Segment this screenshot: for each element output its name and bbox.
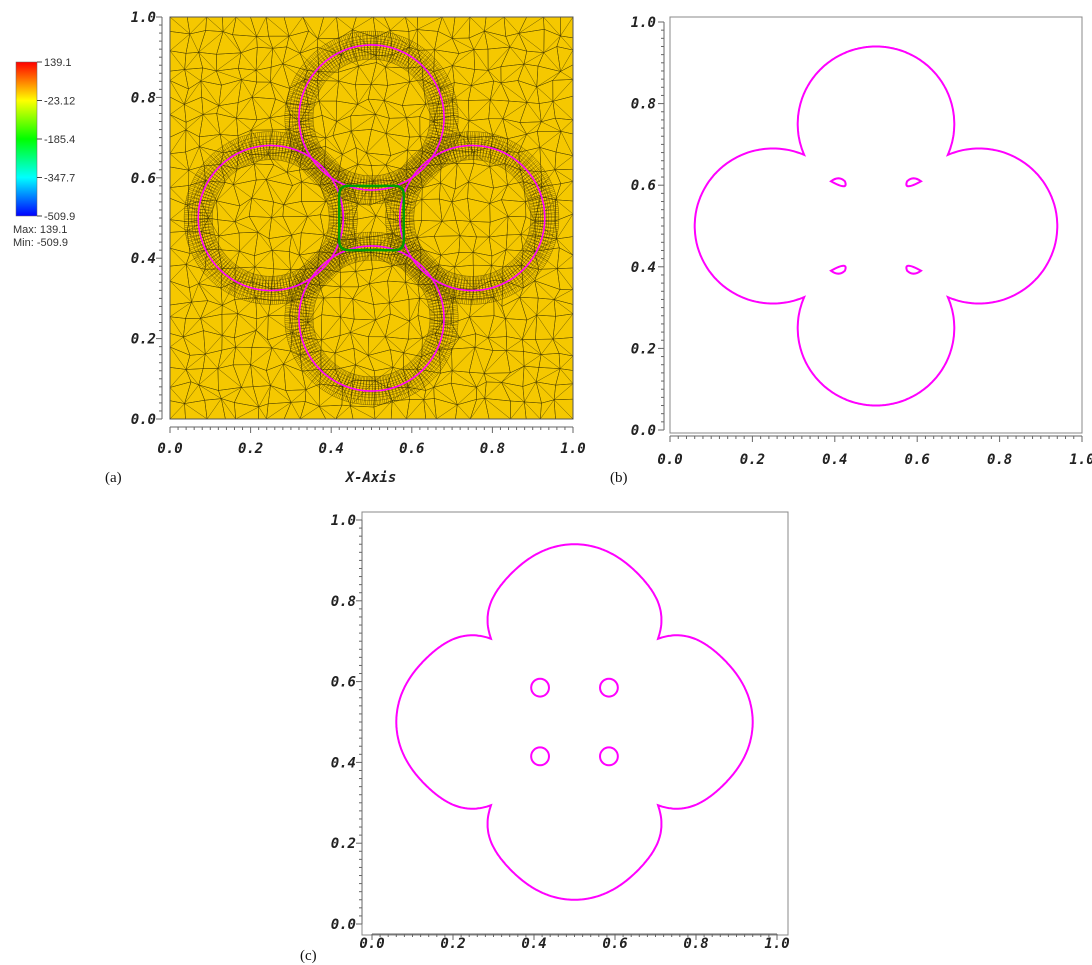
x-tick-label-a-5: 1.0 bbox=[560, 441, 585, 457]
y-tick-label-b-1: 0.2 bbox=[631, 341, 656, 357]
x-tick-label-c-3: 0.6 bbox=[602, 936, 627, 952]
colorbar-label-2: -185.4 bbox=[44, 134, 75, 146]
y-tick-label-c-3: 0.6 bbox=[331, 675, 356, 691]
inner-drop-b-0 bbox=[829, 177, 847, 188]
colorbar-label-0: 139.1 bbox=[44, 57, 72, 69]
y-tick-label-b-5: 1.0 bbox=[631, 15, 656, 31]
outer-contour-b bbox=[693, 45, 1059, 407]
y-tick-label-b-4: 0.8 bbox=[631, 97, 656, 113]
plot-frame-c bbox=[361, 511, 789, 936]
inner-circle-c-0 bbox=[530, 677, 550, 698]
center-region bbox=[338, 184, 405, 252]
x-tick-label-c-2: 0.4 bbox=[521, 936, 546, 952]
y-tick-label-c-4: 0.8 bbox=[331, 594, 356, 610]
interface-bands bbox=[197, 44, 546, 392]
y-tick-label-a-3: 0.6 bbox=[131, 171, 156, 187]
x-tick-label-b-2: 0.4 bbox=[822, 452, 847, 468]
y-tick-label-c-0: 0.0 bbox=[331, 917, 356, 933]
colorbar: 139.1 -23.12 -185.4 -347.7 -509.9 Max: 139.1… bbox=[13, 57, 75, 249]
x-tick-label-b-3: 0.6 bbox=[905, 452, 930, 468]
x-tick-label-b-4: 0.8 bbox=[987, 452, 1012, 468]
contour-plot-b bbox=[693, 45, 1059, 407]
inner-drop-b-3 bbox=[905, 264, 923, 275]
interface-contour-3 bbox=[197, 144, 345, 292]
panel-label-c: (c) bbox=[300, 948, 317, 964]
y-tick-label-a-1: 0.2 bbox=[131, 332, 156, 348]
inner-circle-c-3 bbox=[599, 746, 619, 767]
mesh-background bbox=[170, 17, 573, 419]
colorbar-label-3: -347.7 bbox=[44, 173, 75, 185]
y-tick-label-b-3: 0.6 bbox=[631, 178, 656, 194]
interface-contour-0 bbox=[298, 44, 445, 191]
x-tick-label-a-2: 0.4 bbox=[319, 441, 344, 457]
colorbar-label-4: -509.9 bbox=[44, 211, 75, 223]
axes-c: 0.00.0 0.2 0.2 0.4 0.4 0.6 0.6 0.8 0.8 1.0 1.0 bbox=[331, 513, 790, 952]
axes-a: 0.00.0 0.2 0.2 0.4 0.4 0.6 0.6 0.8 0.8 1.0 1.0 bbox=[131, 10, 586, 457]
axes-b: 0.00.0 0.2 0.2 0.4 0.4 0.6 0.6 0.8 0.8 1.0 1.0 bbox=[631, 15, 1092, 468]
x-tick-label-c-4: 0.8 bbox=[683, 936, 708, 952]
x-tick-label-c-5: 1.0 bbox=[764, 936, 789, 952]
x-tick-label-a-1: 0.2 bbox=[238, 441, 263, 457]
colorbar-labels: 139.1 -23.12 -185.4 -347.7 -509.9 bbox=[37, 57, 75, 223]
panel-b: 0.00.0 0.2 0.2 0.4 0.4 0.6 0.6 0.8 0.8 1.0 1.0 (b) bbox=[610, 15, 1092, 486]
y-tick-label-b-2: 0.4 bbox=[631, 260, 656, 276]
colorbar-gradient bbox=[15, 61, 38, 217]
panel-label-a: (a) bbox=[105, 470, 122, 486]
colorbar-min: Min: -509.9 bbox=[13, 237, 68, 249]
outer-contour-c bbox=[395, 543, 754, 901]
x-tick-label-a-4: 0.8 bbox=[480, 441, 505, 457]
inner-circle-c-2 bbox=[530, 746, 550, 767]
colorbar-label-1: -23.12 bbox=[44, 96, 75, 108]
x-axis-title: X-Axis bbox=[345, 470, 397, 486]
panel-label-b: (b) bbox=[610, 470, 628, 486]
y-tick-label-c-1: 0.2 bbox=[331, 836, 356, 852]
x-tick-label-b-5: 1.0 bbox=[1069, 452, 1092, 468]
panel-a: 0.00.0 0.2 0.2 0.4 0.4 0.6 0.6 0.8 0.8 1.0 1.0 X-A… bbox=[105, 10, 586, 486]
panel-c: 0.00.0 0.2 0.2 0.4 0.4 0.6 0.6 0.8 0.8 1.0 1.0 (c) bbox=[300, 511, 790, 964]
y-tick-label-a-4: 0.8 bbox=[131, 90, 156, 106]
y-tick-label-c-2: 0.4 bbox=[331, 755, 356, 771]
interface-contour-2 bbox=[298, 245, 445, 392]
y-tick-label-a-0: 0.0 bbox=[131, 412, 156, 428]
x-tick-label-a-0: 0.0 bbox=[157, 441, 182, 457]
interface-contour-1 bbox=[398, 144, 546, 292]
x-tick-label-b-0: 0.0 bbox=[657, 452, 682, 468]
y-tick-label-a-5: 1.0 bbox=[131, 10, 156, 26]
plot-frame-b bbox=[669, 16, 1083, 434]
y-tick-label-c-5: 1.0 bbox=[331, 513, 356, 529]
inner-drop-b-1 bbox=[905, 177, 923, 188]
y-tick-label-b-0: 0.0 bbox=[631, 423, 656, 439]
x-tick-label-c-0: 0.0 bbox=[359, 936, 384, 952]
inner-drop-b-2 bbox=[829, 264, 847, 275]
y-tick-label-a-2: 0.4 bbox=[131, 251, 156, 267]
x-tick-label-a-3: 0.6 bbox=[399, 441, 424, 457]
plot-frame-a bbox=[169, 16, 574, 420]
colorbar-max: Max: 139.1 bbox=[13, 224, 67, 236]
contour-plot-c bbox=[395, 543, 754, 901]
inner-circle-c-1 bbox=[599, 677, 619, 698]
x-tick-label-c-1: 0.2 bbox=[440, 936, 465, 952]
x-tick-label-b-1: 0.2 bbox=[740, 452, 765, 468]
